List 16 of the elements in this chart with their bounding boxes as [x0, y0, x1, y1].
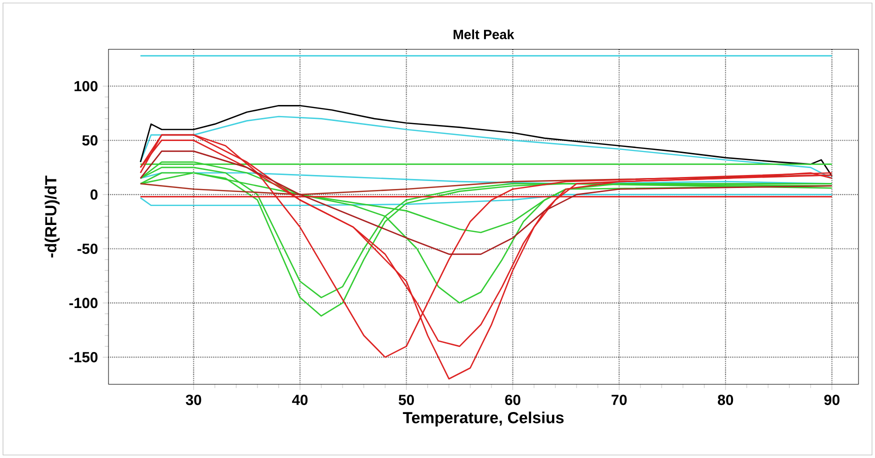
x-tick-label: 60: [505, 394, 520, 406]
y-tick-label: 0: [90, 189, 98, 200]
x-axis-title: Temperature, Celsius: [402, 412, 564, 426]
x-tick-label: 40: [292, 394, 308, 406]
y-tick-label: -150: [69, 352, 98, 362]
y-tick-label: -100: [69, 298, 98, 308]
y-tick-label: 50: [82, 135, 98, 146]
x-tick-label: 80: [718, 394, 734, 406]
x-tick-label: 30: [186, 394, 202, 406]
y-tick-label: -50: [77, 244, 98, 254]
chart-title: Melt Peak: [454, 29, 514, 40]
y-tick-label: 100: [74, 80, 98, 92]
x-tick-label: 70: [612, 394, 627, 406]
x-tick-label: 90: [824, 394, 840, 406]
y-axis-title: -d(RFU)/dT: [44, 176, 60, 258]
x-tick-label: 50: [398, 394, 414, 406]
